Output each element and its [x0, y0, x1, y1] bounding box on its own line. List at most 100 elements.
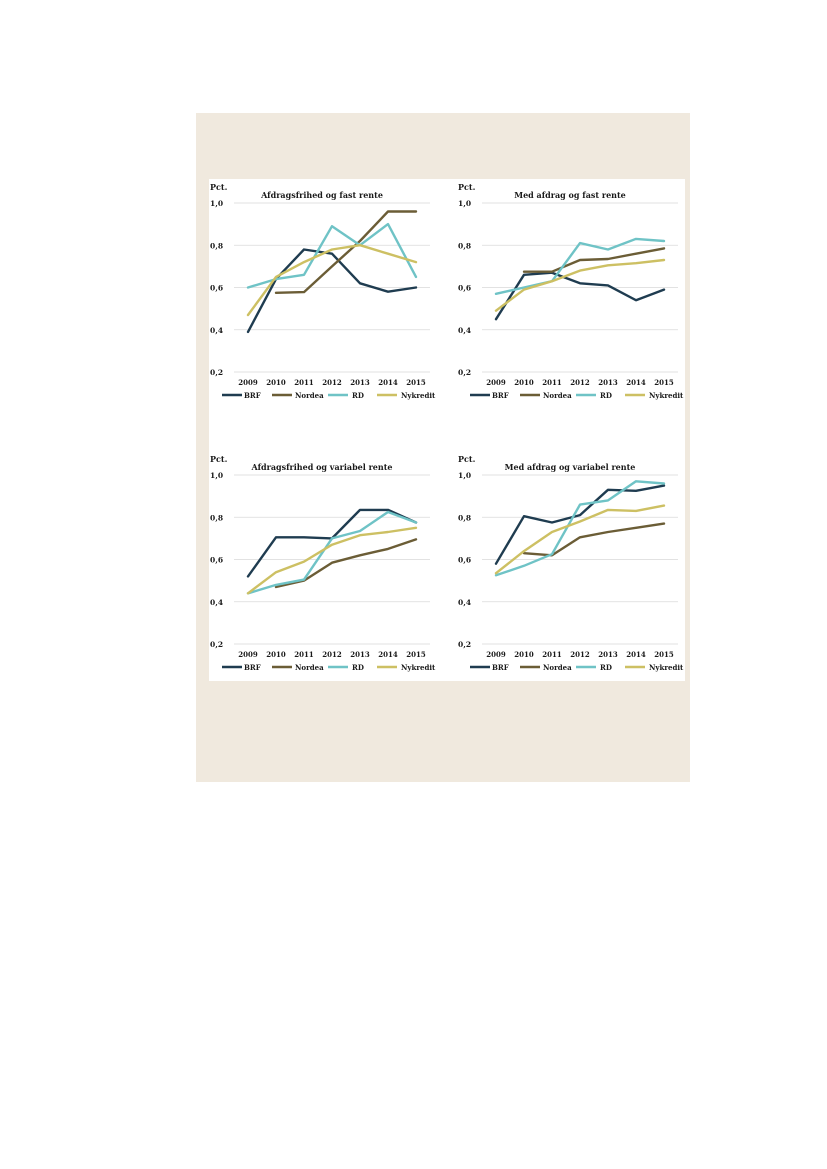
- y-tick-label: 0,6: [458, 284, 471, 293]
- y-tick-label: 0,4: [458, 326, 471, 335]
- y-tick-label: 0,8: [210, 513, 223, 522]
- y-tick-labels: 0,2 0,4 0,6 0,8 1,0: [210, 199, 223, 377]
- series-line-nykredit: [494, 504, 666, 575]
- legend-label: Nordea: [295, 391, 324, 400]
- y-tick-label: 0,6: [210, 284, 223, 293]
- x-tick-label: 2012: [570, 650, 590, 659]
- x-tick-labels: 2009 2010 2011 2012 2013 2014 2015: [486, 378, 674, 387]
- y-tick-labels: 0,2 0,4 0,6 0,8 1,0: [458, 471, 471, 649]
- chart-afdragsfrihed-variabel-rente: Pct. Afdragsfrihed og variabel rente 0,2…: [207, 451, 437, 679]
- x-tick-label: 2009: [238, 650, 258, 659]
- x-tick-label: 2012: [322, 650, 342, 659]
- y-tick-label: 0,6: [458, 556, 471, 565]
- x-tick-label: 2013: [350, 378, 370, 387]
- series-line-nykredit: [246, 243, 418, 317]
- legend-label: Nordea: [543, 391, 572, 400]
- series-lines: [494, 480, 666, 577]
- series-line-rd: [246, 222, 418, 289]
- x-tick-label: 2010: [266, 650, 286, 659]
- series-line-rd: [494, 237, 666, 296]
- chart-title: Med afdrag og fast rente: [514, 190, 626, 200]
- x-tick-label: 2010: [514, 650, 534, 659]
- x-tick-label: 2013: [350, 650, 370, 659]
- legend-label: RD: [600, 391, 612, 400]
- x-tick-label: 2015: [406, 650, 426, 659]
- y-axis-unit-label: Pct.: [210, 454, 228, 464]
- legend: BRF Nordea RD Nykredit: [470, 663, 684, 672]
- y-tick-label: 1,0: [210, 199, 223, 208]
- y-tick-label: 0,8: [458, 241, 471, 250]
- series-line-nykredit: [494, 258, 666, 312]
- x-tick-labels: 2009 2010 2011 2012 2013 2014 2015: [486, 650, 674, 659]
- x-tick-label: 2011: [294, 650, 314, 659]
- series-line-brf: [246, 508, 418, 578]
- x-tick-label: 2015: [654, 650, 674, 659]
- x-tick-label: 2014: [626, 378, 646, 387]
- legend-label: Nykredit: [401, 663, 436, 672]
- y-tick-label: 0,2: [458, 368, 471, 377]
- chart-title: Med afdrag og variabel rente: [505, 462, 636, 472]
- x-tick-label: 2013: [598, 378, 618, 387]
- chart-afdragsfrihed-fast-rente: Pct. Afdragsfrihed og fast rente 0,2 0,4 0…: [207, 179, 437, 407]
- y-tick-label: 0,6: [210, 556, 223, 565]
- legend-label: BRF: [244, 663, 261, 672]
- chart-med-afdrag-variabel-rente: Pct. Med afdrag og variabel rente 0,2 0,4…: [455, 451, 685, 679]
- y-tick-label: 1,0: [458, 471, 471, 480]
- chart-title: Afdragsfrihed og fast rente: [260, 190, 383, 200]
- series-line-brf: [494, 484, 666, 565]
- charts-area: [209, 179, 685, 681]
- legend-label: RD: [352, 663, 364, 672]
- series-lines: [246, 508, 418, 595]
- x-tick-label: 2012: [322, 378, 342, 387]
- y-tick-label: 1,0: [458, 199, 471, 208]
- x-tick-label: 2014: [378, 650, 398, 659]
- x-tick-label: 2010: [514, 378, 534, 387]
- x-tick-label: 2014: [378, 378, 398, 387]
- y-tick-label: 0,4: [210, 326, 223, 335]
- gridlines: [234, 202, 430, 373]
- x-tick-label: 2014: [626, 650, 646, 659]
- y-tick-label: 0,4: [458, 598, 471, 607]
- series-line-nykredit: [246, 526, 418, 595]
- x-tick-labels: 2009 2010 2011 2012 2013 2014 2015: [238, 378, 426, 387]
- legend: BRF Nordea RD Nykredit: [222, 663, 436, 672]
- x-tick-label: 2013: [598, 650, 618, 659]
- series-line-nordea: [522, 247, 666, 273]
- x-tick-label: 2010: [266, 378, 286, 387]
- x-tick-label: 2009: [238, 378, 258, 387]
- x-tick-label: 2015: [406, 378, 426, 387]
- legend: BRF Nordea RD Nykredit: [470, 391, 684, 400]
- x-tick-label: 2015: [654, 378, 674, 387]
- y-tick-label: 0,8: [210, 241, 223, 250]
- chart-med-afdrag-fast-rente: Pct. Med afdrag og fast rente 0,2 0,4 0,6 0…: [455, 179, 685, 407]
- legend-label: Nykredit: [401, 391, 436, 400]
- chart-svg: Pct. Afdragsfrihed og variabel rente 0,2…: [210, 454, 436, 672]
- y-tick-labels: 0,2 0,4 0,6 0,8 1,0: [458, 199, 471, 377]
- gridlines: [234, 474, 430, 645]
- series-line-brf: [246, 248, 418, 334]
- x-tick-label: 2009: [486, 650, 506, 659]
- x-tick-labels: 2009 2010 2011 2012 2013 2014 2015: [238, 650, 426, 659]
- series-line-brf: [494, 271, 666, 321]
- legend-label: Nykredit: [649, 663, 684, 672]
- chart-svg: Pct. Med afdrag og fast rente 0,20,40,60…: [458, 182, 684, 400]
- legend-label: Nykredit: [649, 391, 684, 400]
- y-axis-unit-label: Pct.: [458, 182, 476, 192]
- legend: BRF Nordea RD Nykredit: [222, 391, 436, 400]
- legend-label: BRF: [492, 663, 509, 672]
- y-tick-label: 1,0: [210, 471, 223, 480]
- x-tick-label: 2011: [294, 378, 314, 387]
- gridlines: [482, 474, 678, 645]
- legend-label: BRF: [492, 391, 509, 400]
- legend-label: RD: [352, 391, 364, 400]
- y-tick-label: 0,2: [210, 368, 223, 377]
- series-line-nordea: [522, 522, 666, 557]
- y-tick-label: 0,8: [458, 513, 471, 522]
- series-line-rd: [246, 510, 418, 595]
- x-tick-label: 2011: [542, 378, 562, 387]
- y-tick-label: 0,2: [458, 640, 471, 649]
- legend-label: BRF: [244, 391, 261, 400]
- series-line-nordea: [274, 210, 418, 295]
- legend-label: Nordea: [295, 663, 324, 672]
- series-line-rd: [494, 480, 666, 577]
